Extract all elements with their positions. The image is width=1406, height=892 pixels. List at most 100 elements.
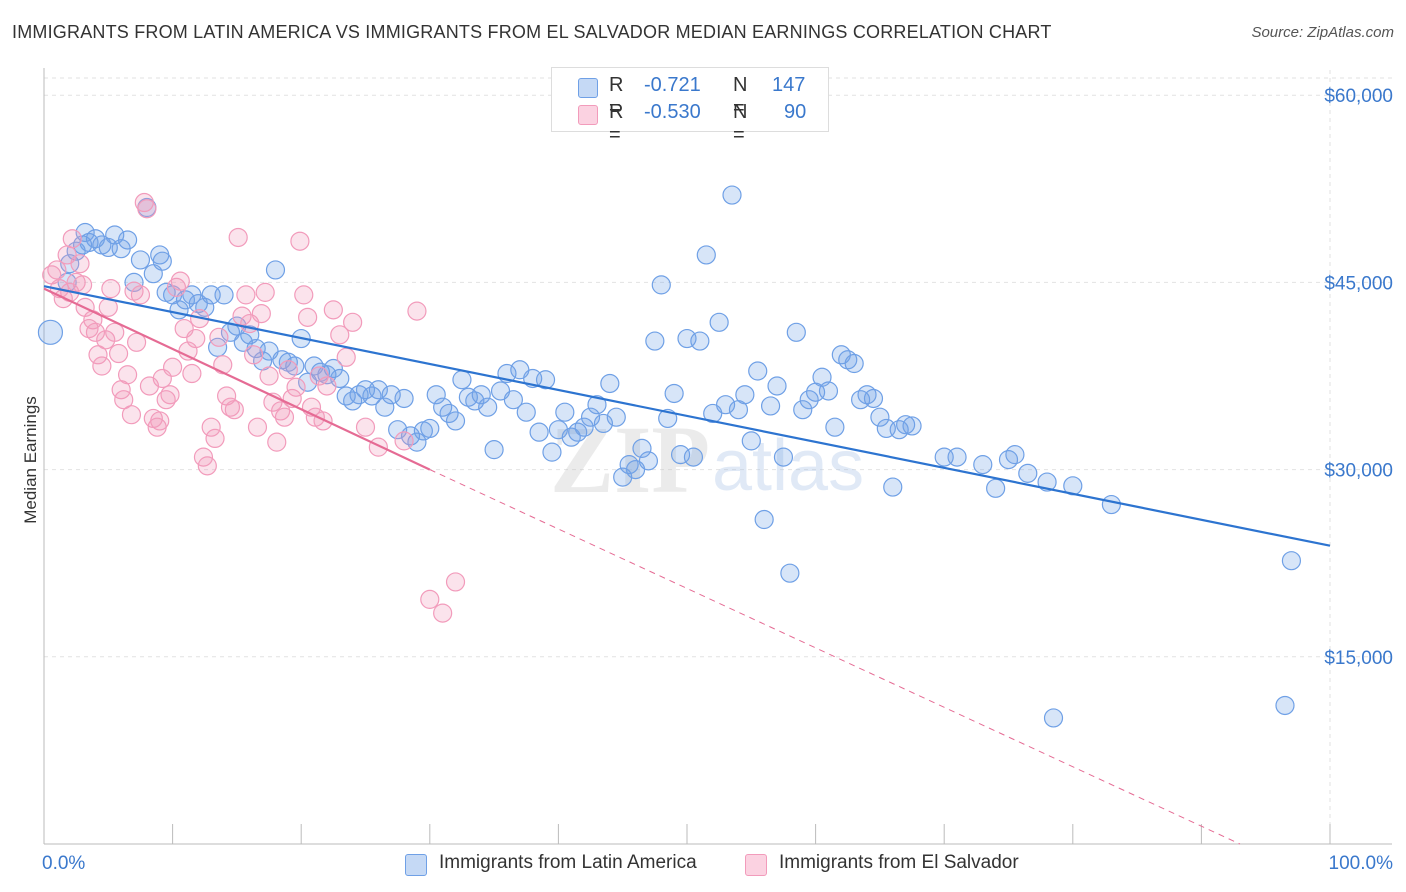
legend-r-value: -0.721	[644, 74, 701, 96]
legend-swatch-latin	[578, 78, 598, 98]
data-point-el-salvador	[251, 304, 271, 324]
trend-lines	[43, 285, 1331, 845]
data-point-el-salvador	[137, 199, 157, 219]
data-point-latin-america	[298, 372, 318, 392]
data-point-el-salvador	[394, 431, 414, 451]
data-point-latin-america	[651, 275, 671, 295]
data-point-el-salvador	[70, 254, 90, 274]
data-point-el-salvador	[205, 428, 225, 448]
legend-label-salvador: Immigrants from El Salvador	[779, 852, 1019, 873]
data-point-el-salvador	[355, 417, 376, 437]
data-point-el-salvador	[313, 411, 333, 431]
data-point-el-salvador	[213, 355, 233, 375]
data-point-latin-america	[973, 455, 993, 475]
data-point-latin-america	[529, 422, 549, 442]
watermark-zip: ZIP	[550, 406, 710, 513]
series-el-salvador	[42, 192, 466, 623]
y-tick-label: $60,000	[1324, 86, 1393, 107]
data-point-latin-america	[368, 380, 388, 400]
data-point-el-salvador	[101, 279, 121, 299]
data-point-latin-america	[735, 385, 755, 405]
legend-n-label: N =	[733, 101, 748, 146]
data-point-el-salvador	[236, 285, 256, 305]
data-point-latin-america	[786, 322, 806, 342]
x-tick-label-min: 0.0%	[42, 853, 85, 874]
data-point-el-salvador	[407, 301, 427, 321]
data-point-latin-america	[690, 331, 710, 351]
data-point-latin-america	[825, 417, 845, 437]
y-tick-label: $45,000	[1324, 273, 1393, 294]
legend-label-latin: Immigrants from Latin America	[439, 852, 697, 873]
data-point-latin-america	[1281, 551, 1302, 571]
x-tick-label-max: 100.0%	[1329, 853, 1394, 874]
data-point-el-salvador	[108, 343, 129, 364]
trend-extension-el-salvador	[429, 469, 1241, 845]
data-point-latin-america	[1275, 695, 1295, 716]
legend-r-label: R =	[609, 74, 624, 119]
y-axis-title: Median Earnings	[21, 396, 40, 524]
trend-line-el-salvador	[43, 287, 431, 471]
data-point-latin-america	[130, 250, 151, 270]
data-point-el-salvador	[197, 456, 217, 476]
data-point-el-salvador	[186, 328, 206, 349]
data-point-el-salvador	[47, 260, 67, 280]
data-point-el-salvador	[126, 332, 147, 352]
data-point-el-salvador	[294, 285, 314, 305]
legend-swatch-salvador	[745, 854, 767, 876]
data-point-el-salvador	[274, 407, 295, 427]
data-point-latin-america	[600, 373, 620, 394]
data-point-latin-america	[152, 251, 172, 271]
data-point-el-salvador	[62, 229, 82, 249]
data-point-el-salvador	[88, 345, 108, 365]
data-point-el-salvador	[182, 363, 202, 384]
data-point-latin-america	[1101, 494, 1121, 515]
data-point-el-salvador	[290, 231, 310, 251]
data-point-latin-america	[709, 312, 729, 332]
gridlines	[44, 70, 1392, 844]
axes	[43, 68, 1392, 845]
data-point-el-salvador	[445, 572, 466, 592]
data-point-latin-america	[818, 381, 839, 401]
data-point-el-salvador	[160, 385, 180, 405]
data-point-el-salvador	[224, 400, 244, 420]
data-point-latin-america	[1037, 472, 1057, 492]
data-point-el-salvador	[201, 417, 221, 437]
data-point-el-salvador	[330, 325, 350, 345]
watermark: ZIP atlas	[550, 406, 864, 513]
data-point-latin-america	[664, 383, 684, 404]
data-point-latin-america	[1005, 445, 1025, 465]
data-point-latin-america	[902, 416, 922, 436]
data-point-latin-america	[715, 395, 736, 415]
data-point-el-salvador	[433, 603, 453, 623]
legend-r-value: -0.530	[644, 101, 701, 123]
data-point-latin-america	[478, 397, 498, 417]
data-point-latin-america	[760, 396, 781, 416]
legend-n-value: 90	[784, 101, 807, 123]
data-point-el-salvador	[267, 432, 287, 452]
data-point-el-salvador	[150, 411, 170, 431]
data-point-latin-america	[986, 478, 1006, 498]
data-point-el-salvador	[286, 377, 306, 397]
y-tick-labels: $15,000 $30,000 $45,000 $60,000	[1324, 86, 1393, 669]
data-point-latin-america	[632, 438, 652, 458]
data-point-el-salvador	[228, 227, 248, 248]
data-point-latin-america	[696, 245, 716, 265]
data-point-el-salvador	[309, 366, 329, 386]
data-point-el-salvador	[420, 589, 440, 609]
data-point-latin-america	[773, 447, 794, 467]
data-point-el-salvador	[317, 376, 337, 396]
data-point-el-salvador	[209, 327, 229, 347]
data-point-el-salvador	[85, 322, 106, 342]
data-point-el-salvador	[170, 271, 190, 291]
data-point-el-salvador	[163, 357, 183, 377]
data-point-latin-america	[516, 402, 536, 422]
data-point-latin-america	[587, 395, 607, 415]
data-point-el-salvador	[323, 300, 343, 320]
data-point-latin-america	[889, 420, 909, 440]
data-point-el-salvador	[278, 360, 298, 380]
watermark-atlas: atlas	[712, 426, 864, 506]
data-point-el-salvador	[117, 365, 138, 385]
data-point-latin-america	[645, 331, 665, 351]
data-point-el-salvador	[247, 417, 268, 437]
